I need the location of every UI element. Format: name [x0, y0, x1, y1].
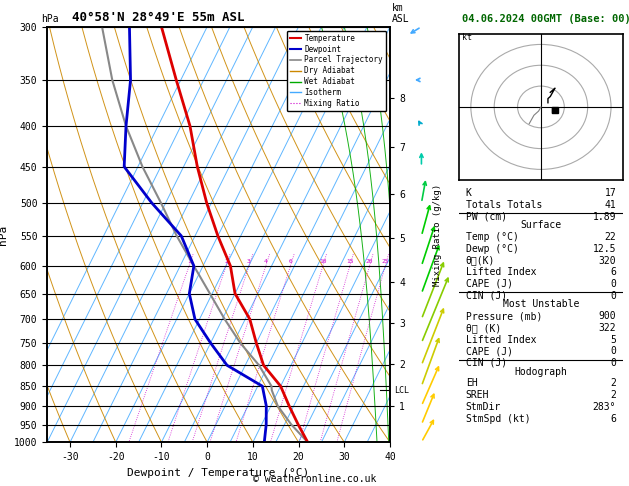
Text: 41: 41 [604, 200, 616, 210]
Text: EH: EH [465, 379, 477, 388]
Text: K: K [465, 188, 472, 198]
Text: 6: 6 [289, 259, 292, 264]
Text: 4: 4 [264, 259, 268, 264]
Text: km
ASL: km ASL [392, 3, 409, 24]
Text: 12.5: 12.5 [593, 244, 616, 254]
Text: 322: 322 [599, 323, 616, 333]
Text: 2: 2 [610, 379, 616, 388]
Text: Hodograph: Hodograph [515, 367, 567, 377]
Text: 900: 900 [599, 311, 616, 321]
Text: 2: 2 [224, 259, 228, 264]
Text: Lifted Index: Lifted Index [465, 334, 536, 345]
Text: 15: 15 [346, 259, 353, 264]
Text: 1.89: 1.89 [593, 211, 616, 222]
Text: 25: 25 [382, 259, 389, 264]
Text: CIN (J): CIN (J) [465, 358, 507, 368]
Text: 6: 6 [610, 414, 616, 424]
Text: θᴄ (K): θᴄ (K) [465, 323, 501, 333]
Text: CIN (J): CIN (J) [465, 291, 507, 301]
Text: Pressure (mb): Pressure (mb) [465, 311, 542, 321]
Text: hPa: hPa [41, 14, 58, 24]
Text: CAPE (J): CAPE (J) [465, 279, 513, 289]
Text: 6: 6 [610, 267, 616, 277]
Text: PW (cm): PW (cm) [465, 211, 507, 222]
Text: Mixing Ratio (g/kg): Mixing Ratio (g/kg) [433, 183, 442, 286]
Text: 0: 0 [610, 279, 616, 289]
Text: Dewp (°C): Dewp (°C) [465, 244, 518, 254]
Text: Surface: Surface [520, 220, 562, 230]
Text: 2: 2 [610, 390, 616, 400]
Text: 22: 22 [604, 232, 616, 242]
Text: Most Unstable: Most Unstable [503, 299, 579, 310]
Text: 0: 0 [610, 358, 616, 368]
Text: CAPE (J): CAPE (J) [465, 346, 513, 356]
X-axis label: Dewpoint / Temperature (°C): Dewpoint / Temperature (°C) [128, 468, 309, 478]
Text: StmDir: StmDir [465, 402, 501, 412]
Text: 5: 5 [610, 334, 616, 345]
Text: © weatheronline.co.uk: © weatheronline.co.uk [253, 473, 376, 484]
Text: 320: 320 [599, 256, 616, 265]
Text: Temp (°C): Temp (°C) [465, 232, 518, 242]
Text: Lifted Index: Lifted Index [465, 267, 536, 277]
Text: kt: kt [462, 33, 472, 42]
Text: LCL: LCL [394, 386, 409, 395]
Text: 3: 3 [247, 259, 251, 264]
Text: 0: 0 [610, 346, 616, 356]
Text: 20: 20 [366, 259, 374, 264]
Text: Totals Totals: Totals Totals [465, 200, 542, 210]
Text: 04.06.2024 00GMT (Base: 00): 04.06.2024 00GMT (Base: 00) [462, 14, 629, 24]
Text: 0: 0 [610, 291, 616, 301]
Text: θᴄ(K): θᴄ(K) [465, 256, 495, 265]
Y-axis label: hPa: hPa [0, 225, 8, 244]
Text: 1: 1 [187, 259, 191, 264]
Text: 17: 17 [604, 188, 616, 198]
Text: 10: 10 [319, 259, 326, 264]
Text: SREH: SREH [465, 390, 489, 400]
Text: 283°: 283° [593, 402, 616, 412]
Text: StmSpd (kt): StmSpd (kt) [465, 414, 530, 424]
Text: 40°58'N 28°49'E 55m ASL: 40°58'N 28°49'E 55m ASL [72, 11, 245, 24]
Legend: Temperature, Dewpoint, Parcel Trajectory, Dry Adiabat, Wet Adiabat, Isotherm, Mi: Temperature, Dewpoint, Parcel Trajectory… [287, 31, 386, 111]
